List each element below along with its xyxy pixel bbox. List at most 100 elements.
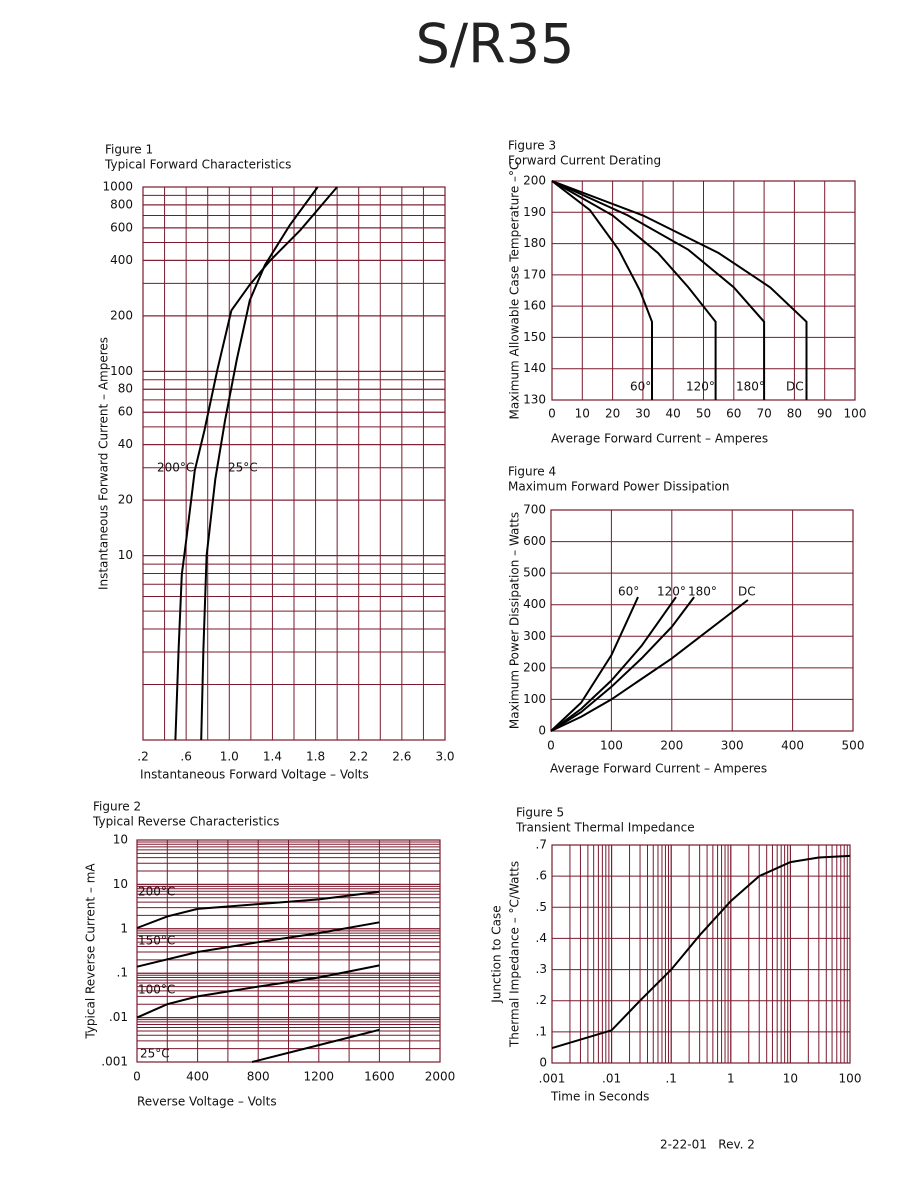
x-tick-label: 10 <box>783 1072 798 1086</box>
curve <box>136 921 380 968</box>
y-tick-label: .7 <box>536 838 547 852</box>
y-tick-label: 170 <box>523 267 546 281</box>
chart-title: Forward Current Derating <box>508 154 661 168</box>
curve <box>551 180 717 400</box>
y-tick-label: 160 <box>523 299 546 313</box>
chart-title: Typical Forward Characteristics <box>104 158 291 172</box>
y-tick-label: 1 <box>120 921 128 935</box>
x-axis-label: Reverse Voltage – Volts <box>137 1095 277 1109</box>
x-tick-label: 40 <box>666 407 681 421</box>
x-tick-label: 80 <box>787 407 802 421</box>
x-tick-label: 0 <box>547 739 555 753</box>
y-tick-label: 130 <box>523 393 546 407</box>
series-label: 200°C <box>157 461 194 475</box>
x-axis-label: Instantaneous Forward Voltage – Volts <box>140 768 369 782</box>
curve <box>550 596 677 732</box>
x-tick-label: 800 <box>247 1070 270 1084</box>
y-axis-label: Typical Reverse Current – mA <box>84 863 98 1040</box>
curve <box>200 186 319 741</box>
x-tick-label: 200 <box>660 739 683 753</box>
x-tick-label: 0 <box>133 1070 141 1084</box>
x-tick-label: 70 <box>756 407 771 421</box>
y-tick-label: 10 <box>113 877 128 891</box>
figure-number: Figure 1 <box>105 143 153 157</box>
y-tick-label: .01 <box>109 1010 128 1024</box>
footer: 2-22-01 Rev. 2 <box>660 1138 755 1152</box>
y-tick-label: 400 <box>523 597 546 611</box>
y-tick-label: 1000 <box>102 180 133 194</box>
series-label: 100°C <box>138 983 175 997</box>
chart-title: Transient Thermal Impedance <box>515 821 695 835</box>
x-tick-label: 20 <box>605 407 620 421</box>
y-tick-label: 800 <box>110 197 133 211</box>
chart-title: Typical Reverse Characteristics <box>92 815 279 829</box>
plot-frame <box>136 839 441 1063</box>
y-tick-label: 200 <box>523 660 546 674</box>
plot-frame <box>551 180 856 401</box>
x-tick-label: 60 <box>726 407 741 421</box>
curve <box>550 599 749 732</box>
x-tick-label: 0 <box>548 407 556 421</box>
x-tick-label: 1 <box>727 1072 735 1086</box>
x-tick-label: 2000 <box>425 1070 456 1084</box>
curve <box>551 180 653 400</box>
y-tick-label: 80 <box>118 382 133 396</box>
chart-title: Maximum Forward Power Dissipation <box>508 480 729 494</box>
series-label: 120° <box>657 585 686 599</box>
y-tick-label: 100 <box>523 692 546 706</box>
y-axis-label: Instantaneous Forward Current – Amperes <box>97 337 111 590</box>
y-tick-label: .5 <box>536 900 547 914</box>
x-tick-label: 100 <box>600 739 623 753</box>
curve <box>251 1028 380 1063</box>
x-tick-label: 100 <box>839 1072 862 1086</box>
y-tick-label: 10 <box>118 548 133 562</box>
y-tick-label: 190 <box>523 205 546 219</box>
x-tick-label: .1 <box>665 1072 676 1086</box>
plot-frame <box>550 509 854 732</box>
series-label: 25°C <box>228 461 258 475</box>
plot-frame <box>551 844 851 1064</box>
x-tick-label: 1.0 <box>220 750 239 764</box>
y-tick-label: 60 <box>118 405 133 419</box>
x-axis-label: Average Forward Current – Amperes <box>551 432 768 446</box>
x-tick-label: 90 <box>817 407 832 421</box>
y-tick-label: .001 <box>101 1055 128 1069</box>
y-axis-label: Maximum Power Dissipation – Watts <box>508 512 522 729</box>
y-tick-label: 150 <box>523 330 546 344</box>
x-axis-label: Time in Seconds <box>550 1090 649 1104</box>
y-axis-label: Maximum Allowable Case Temperature –°C <box>508 162 522 420</box>
x-tick-label: 500 <box>842 739 865 753</box>
y-tick-label: .2 <box>536 993 547 1007</box>
x-tick-label: .01 <box>602 1072 621 1086</box>
series-label: 60° <box>630 380 651 394</box>
curve <box>550 596 639 732</box>
series-label: 180° <box>688 585 717 599</box>
y-axis-label: Junction to Case <box>490 905 504 1003</box>
x-tick-label: 1200 <box>304 1070 335 1084</box>
y-tick-label: 40 <box>118 437 133 451</box>
series-label: 25°C <box>140 1047 170 1061</box>
y-tick-label: 700 <box>523 503 546 517</box>
figure-number: Figure 3 <box>508 139 556 153</box>
series-label: DC <box>738 585 756 599</box>
y-tick-label: 600 <box>523 534 546 548</box>
curve <box>136 964 380 1019</box>
y-tick-label: 500 <box>523 566 546 580</box>
y-tick-label: 100 <box>110 364 133 378</box>
x-tick-label: 2.6 <box>392 750 411 764</box>
x-tick-label: 3.0 <box>435 750 454 764</box>
curve <box>551 854 851 1050</box>
x-tick-label: 2.2 <box>349 750 368 764</box>
x-tick-label: 1600 <box>364 1070 395 1084</box>
y-tick-label: .3 <box>536 962 547 976</box>
x-tick-label: .001 <box>539 1072 566 1086</box>
y-tick-label: .1 <box>117 966 128 980</box>
x-tick-label: 30 <box>635 407 650 421</box>
x-tick-label: 300 <box>721 739 744 753</box>
y-tick-label: 20 <box>118 493 133 507</box>
curve <box>551 180 766 400</box>
figure-number: Figure 2 <box>93 800 141 814</box>
y-tick-label: 180 <box>523 236 546 250</box>
y-tick-label: .6 <box>536 869 547 883</box>
